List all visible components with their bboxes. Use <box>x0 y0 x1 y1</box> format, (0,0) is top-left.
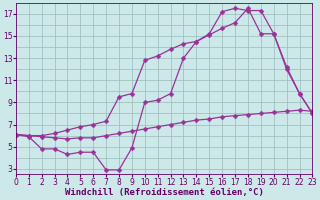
X-axis label: Windchill (Refroidissement éolien,°C): Windchill (Refroidissement éolien,°C) <box>65 188 264 197</box>
